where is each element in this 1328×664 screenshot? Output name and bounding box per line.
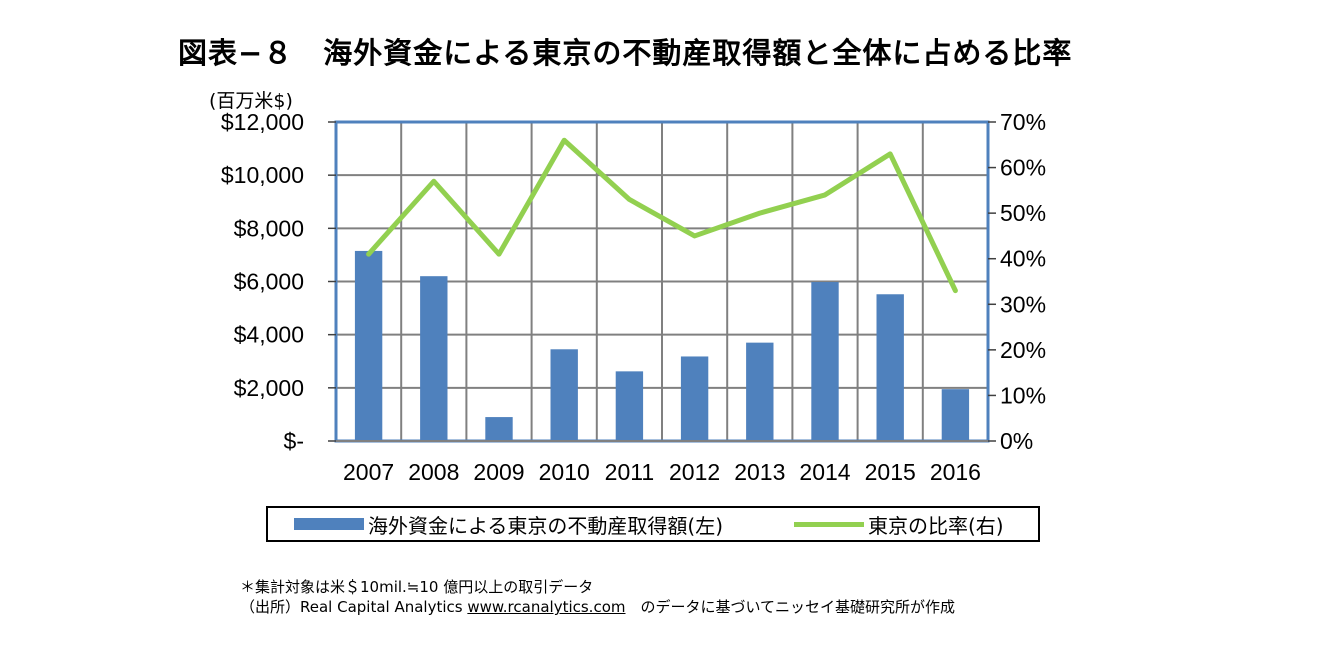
bar bbox=[941, 389, 970, 441]
right-tick-label: 30% bbox=[1000, 291, 1046, 317]
chart-title: 図表−８ 海外資金による東京の不動産取得額と全体に占める比率 bbox=[178, 36, 1073, 70]
left-tick-label: $- bbox=[284, 428, 304, 454]
x-tick-label: 2014 bbox=[799, 459, 850, 485]
right-tick-label: 70% bbox=[1000, 109, 1046, 135]
x-tick-label: 2008 bbox=[408, 459, 459, 485]
legend-line-swatch bbox=[794, 521, 864, 527]
footnote: ＊集計対象は米＄10mil.≒10 億円以上の取引データ bbox=[240, 578, 594, 596]
x-tick-label: 2007 bbox=[343, 459, 394, 485]
bar bbox=[680, 356, 709, 441]
legend: 海外資金による東京の不動産取得額(左) 東京の比率(右) bbox=[266, 506, 1040, 542]
legend-bar-swatch bbox=[294, 518, 364, 530]
bar bbox=[811, 282, 839, 441]
right-tick-label: 10% bbox=[1000, 382, 1046, 408]
left-tick-label: $12,000 bbox=[221, 109, 304, 135]
right-tick-label: 60% bbox=[1000, 155, 1046, 181]
right-tick-label: 20% bbox=[1000, 337, 1046, 363]
bar bbox=[876, 294, 904, 441]
source-link[interactable]: www.rcanalytics.com bbox=[467, 598, 626, 616]
bar bbox=[485, 417, 513, 441]
left-tick-label: $4,000 bbox=[234, 322, 304, 348]
bar bbox=[615, 371, 644, 441]
x-tick-label: 2011 bbox=[605, 459, 654, 485]
left-tick-label: $8,000 bbox=[234, 215, 304, 241]
legend-label-bar: 海外資金による東京の不動産取得額(左) bbox=[368, 513, 724, 538]
right-tick-label: 40% bbox=[1000, 246, 1046, 272]
left-tick-label: $2,000 bbox=[234, 375, 304, 401]
x-tick-label: 2009 bbox=[473, 459, 524, 485]
bar bbox=[550, 349, 578, 441]
left-tick-label: $10,000 bbox=[221, 162, 304, 188]
x-tick-label: 2010 bbox=[539, 459, 590, 485]
x-tick-label: 2013 bbox=[734, 459, 785, 485]
x-tick-label: 2016 bbox=[930, 459, 981, 485]
bar bbox=[354, 250, 383, 441]
x-tick-label: 2015 bbox=[865, 459, 916, 485]
source-note: （出所）Real Capital Analytics www.rcanalyti… bbox=[240, 596, 955, 617]
left-axis-unit: (百万米$) bbox=[209, 90, 293, 112]
source-prefix: （出所）Real Capital Analytics bbox=[240, 598, 468, 616]
source-suffix: のデータに基づいてニッセイ基礎研究所が作成 bbox=[625, 598, 956, 616]
left-tick-label: $6,000 bbox=[234, 269, 304, 295]
right-tick-label: 0% bbox=[1000, 428, 1033, 454]
bar bbox=[420, 276, 448, 441]
legend-label-line: 東京の比率(右) bbox=[868, 513, 1004, 538]
right-tick-label: 50% bbox=[1000, 200, 1046, 226]
ratio-line bbox=[366, 137, 958, 294]
bar bbox=[746, 342, 774, 441]
legend-item-line: 東京の比率(右) bbox=[794, 508, 1004, 540]
legend-item-bar: 海外資金による東京の不動産取得額(左) bbox=[294, 508, 723, 540]
x-tick-label: 2012 bbox=[669, 459, 720, 485]
